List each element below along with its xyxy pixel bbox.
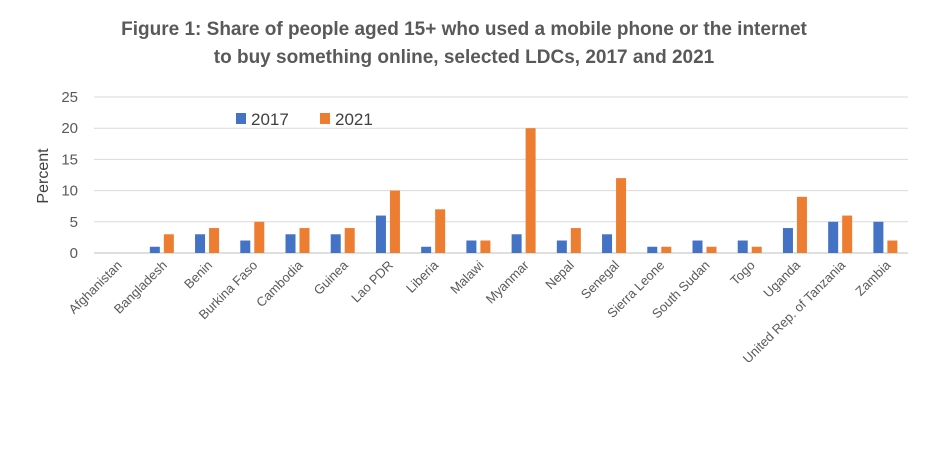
bar-2021-lao-pdr — [389, 190, 400, 253]
bar-2017-lao-pdr — [375, 215, 386, 253]
chart-title: Figure 1: Share of people aged 15+ who u… — [0, 16, 928, 72]
bar-2017-south-sudan — [692, 240, 703, 253]
bar-2017-sierra-leone — [647, 246, 658, 253]
bar-2021-south-sudan — [706, 246, 717, 253]
bar-2017-senegal — [602, 234, 613, 253]
x-category-label: Malawi — [447, 257, 486, 296]
legend-label-2017: 2017 — [251, 110, 289, 129]
bar-2017-benin — [195, 234, 206, 253]
bar-2017-togo — [737, 240, 748, 253]
bar-2017-liberia — [421, 246, 432, 253]
legend-label-2021: 2021 — [335, 110, 373, 129]
x-category-label: Togo — [727, 258, 758, 289]
bar-2021-united-rep-of-tanzania — [842, 215, 853, 253]
x-category-label: Nepal — [542, 257, 577, 292]
bar-2021-myanmar — [525, 128, 536, 253]
bar-2017-guinea — [330, 234, 341, 253]
y-tick-label: 5 — [70, 214, 78, 231]
bar-2017-burkina-faso — [240, 240, 251, 253]
bar-2021-senegal — [616, 178, 627, 253]
bar-2017-myanmar — [511, 234, 522, 253]
x-category-label: Uganda — [760, 257, 803, 300]
bar-2021-cambodia — [299, 228, 310, 253]
x-category-label: Senegal — [578, 257, 622, 301]
bar-2021-zambia — [887, 240, 898, 253]
y-tick-label: 15 — [61, 151, 78, 168]
bar-2021-sierra-leone — [661, 246, 672, 253]
y-tick-label: 0 — [70, 245, 78, 262]
bar-2021-bangladesh — [163, 234, 174, 253]
bar-2017-uganda — [782, 228, 793, 253]
y-axis-label: Percent — [35, 148, 52, 204]
legend-swatch-2021 — [320, 113, 330, 124]
x-category-label: Myanmar — [483, 257, 532, 306]
bar-2021-benin — [209, 228, 220, 253]
x-category-label: Liberia — [403, 257, 442, 296]
legend: 2017 2021 — [236, 110, 373, 129]
x-category-label: Benin — [181, 258, 215, 292]
bar-2021-malawi — [480, 240, 491, 253]
chart-title-line-2: to buy something online, selected LDCs, … — [213, 47, 715, 68]
bar-2021-uganda — [796, 196, 807, 253]
bar-2017-malawi — [466, 240, 477, 253]
bar-2021-nepal — [570, 228, 581, 253]
x-category-label: Zambia — [852, 257, 894, 299]
bar-2017-cambodia — [285, 234, 296, 253]
y-tick-label: 10 — [61, 183, 78, 200]
bar-2017-bangladesh — [149, 246, 160, 253]
bars — [149, 128, 898, 253]
y-axis-ticks: 0 5 10 15 20 25 — [61, 89, 78, 262]
y-tick-label: 20 — [61, 120, 78, 137]
bar-2021-togo — [751, 246, 762, 253]
y-tick-label: 25 — [61, 89, 78, 106]
bar-2017-nepal — [556, 240, 567, 253]
bar-2021-liberia — [435, 209, 446, 253]
x-category-label: Guinea — [311, 257, 352, 298]
bar-2017-united-rep-of-tanzania — [828, 221, 839, 253]
gridlines — [94, 96, 908, 254]
bar-2021-guinea — [344, 228, 355, 253]
x-category-label: Lao PDR — [348, 258, 396, 306]
chart-title-line-1: Figure 1: Share of people aged 15+ who u… — [121, 19, 807, 40]
x-category-label: Cambodia — [253, 257, 306, 310]
bar-2021-burkina-faso — [254, 221, 265, 253]
bar-2017-zambia — [873, 221, 884, 253]
legend-swatch-2017 — [236, 113, 246, 124]
